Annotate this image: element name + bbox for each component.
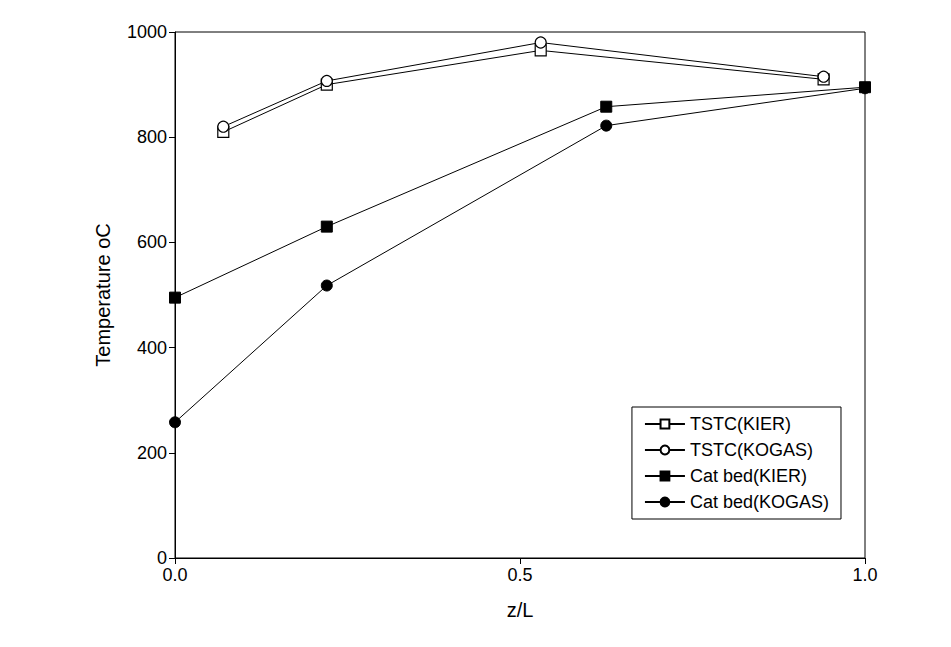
svg-text:Temperature oC: Temperature oC <box>92 223 114 366</box>
svg-text:0.0: 0.0 <box>162 565 187 585</box>
svg-text:200: 200 <box>137 443 167 463</box>
svg-text:0.5: 0.5 <box>507 565 532 585</box>
svg-text:Cat bed(KIER): Cat bed(KIER) <box>690 466 807 486</box>
svg-text:0: 0 <box>157 548 167 568</box>
svg-text:600: 600 <box>137 232 167 252</box>
svg-text:TSTC(KIER): TSTC(KIER) <box>690 414 791 434</box>
svg-text:1.0: 1.0 <box>852 565 877 585</box>
svg-text:800: 800 <box>137 127 167 147</box>
svg-text:1000: 1000 <box>127 22 167 42</box>
svg-text:TSTC(KOGAS): TSTC(KOGAS) <box>690 440 813 460</box>
svg-text:400: 400 <box>137 338 167 358</box>
svg-text:Cat bed(KOGAS): Cat bed(KOGAS) <box>690 492 829 512</box>
svg-text:z/L: z/L <box>507 599 534 621</box>
